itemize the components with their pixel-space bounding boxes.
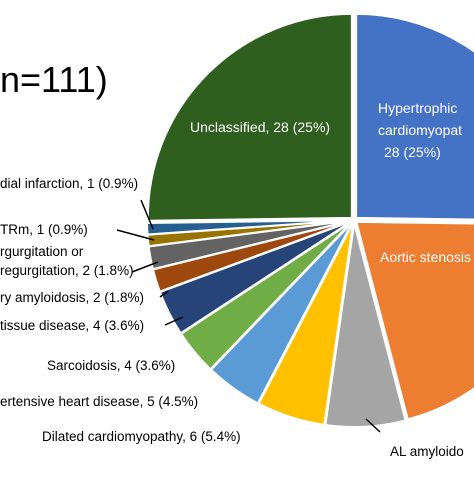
leader-line-regurgitation — [131, 261, 159, 273]
slice-label-regurgitation-line-1: rgurgitation or — [0, 244, 84, 259]
slice-label-myocardial-infarction: dial infarction, 1 (0.9%) — [0, 176, 138, 191]
leader-line-myocardial-infarction — [140, 199, 154, 230]
leader-line-connective-tissue-disease — [164, 316, 184, 326]
chart-title: n=111) — [0, 59, 108, 100]
slice-label-regurgitation-line-2: regurgitation, 2 (1.8%) — [0, 263, 134, 278]
slice-label-aortic-stenosis: Aortic stenosis — [380, 249, 471, 265]
leader-line-attrm — [116, 229, 155, 241]
slice-label-hypertrophic-cardiomyopathy-line-1: Hypertrophic — [378, 100, 457, 116]
slice-label-hypertrophic-cardiomyopathy-line-3: 28 (25%) — [384, 144, 441, 160]
pie-slice-unclassified — [146, 12, 353, 222]
leader-lines — [116, 199, 381, 433]
pie-slice-myocardial-infarction — [146, 219, 352, 236]
slice-label-dilated-cardiomyopathy: Dilated cardiomyopathy, 6 (5.4%) — [42, 429, 241, 444]
slice-label-attrm: TRm, 1 (0.9%) — [0, 222, 88, 237]
pie-slice-aortic-stenosis — [355, 220, 474, 421]
slice-label-unclassified: Unclassified, 28 (25%) — [190, 119, 330, 135]
slice-label-hereditary-amyloidosis: ry amyloidosis, 2 (1.8%) — [0, 290, 144, 305]
pie-slice-al-amyloidosis — [324, 222, 407, 428]
slice-label-sarcoidosis: Sarcoidosis, 4 (3.6%) — [47, 358, 175, 373]
slice-labels: Hypertrophic cardiomyopat 28 (25%) Aortic s… — [0, 100, 471, 459]
slice-label-hypertensive-heart-disease: ertensive heart disease, 5 (4.5%) — [0, 394, 198, 409]
slice-label-hypertrophic-cardiomyopathy-line-2: cardiomyopat — [378, 122, 462, 138]
leader-line-al-amyloidosis — [365, 418, 381, 433]
slice-label-al-amyloidosis: AL amyloido — [390, 444, 464, 459]
slice-label-connective-tissue-disease: tissue disease, 4 (3.6%) — [0, 318, 144, 333]
pie-slices — [146, 12, 474, 428]
leader-line-hereditary-amyloidosis — [159, 290, 169, 298]
pie-slice-hypertrophic-cardiomyopathy — [355, 12, 474, 221]
